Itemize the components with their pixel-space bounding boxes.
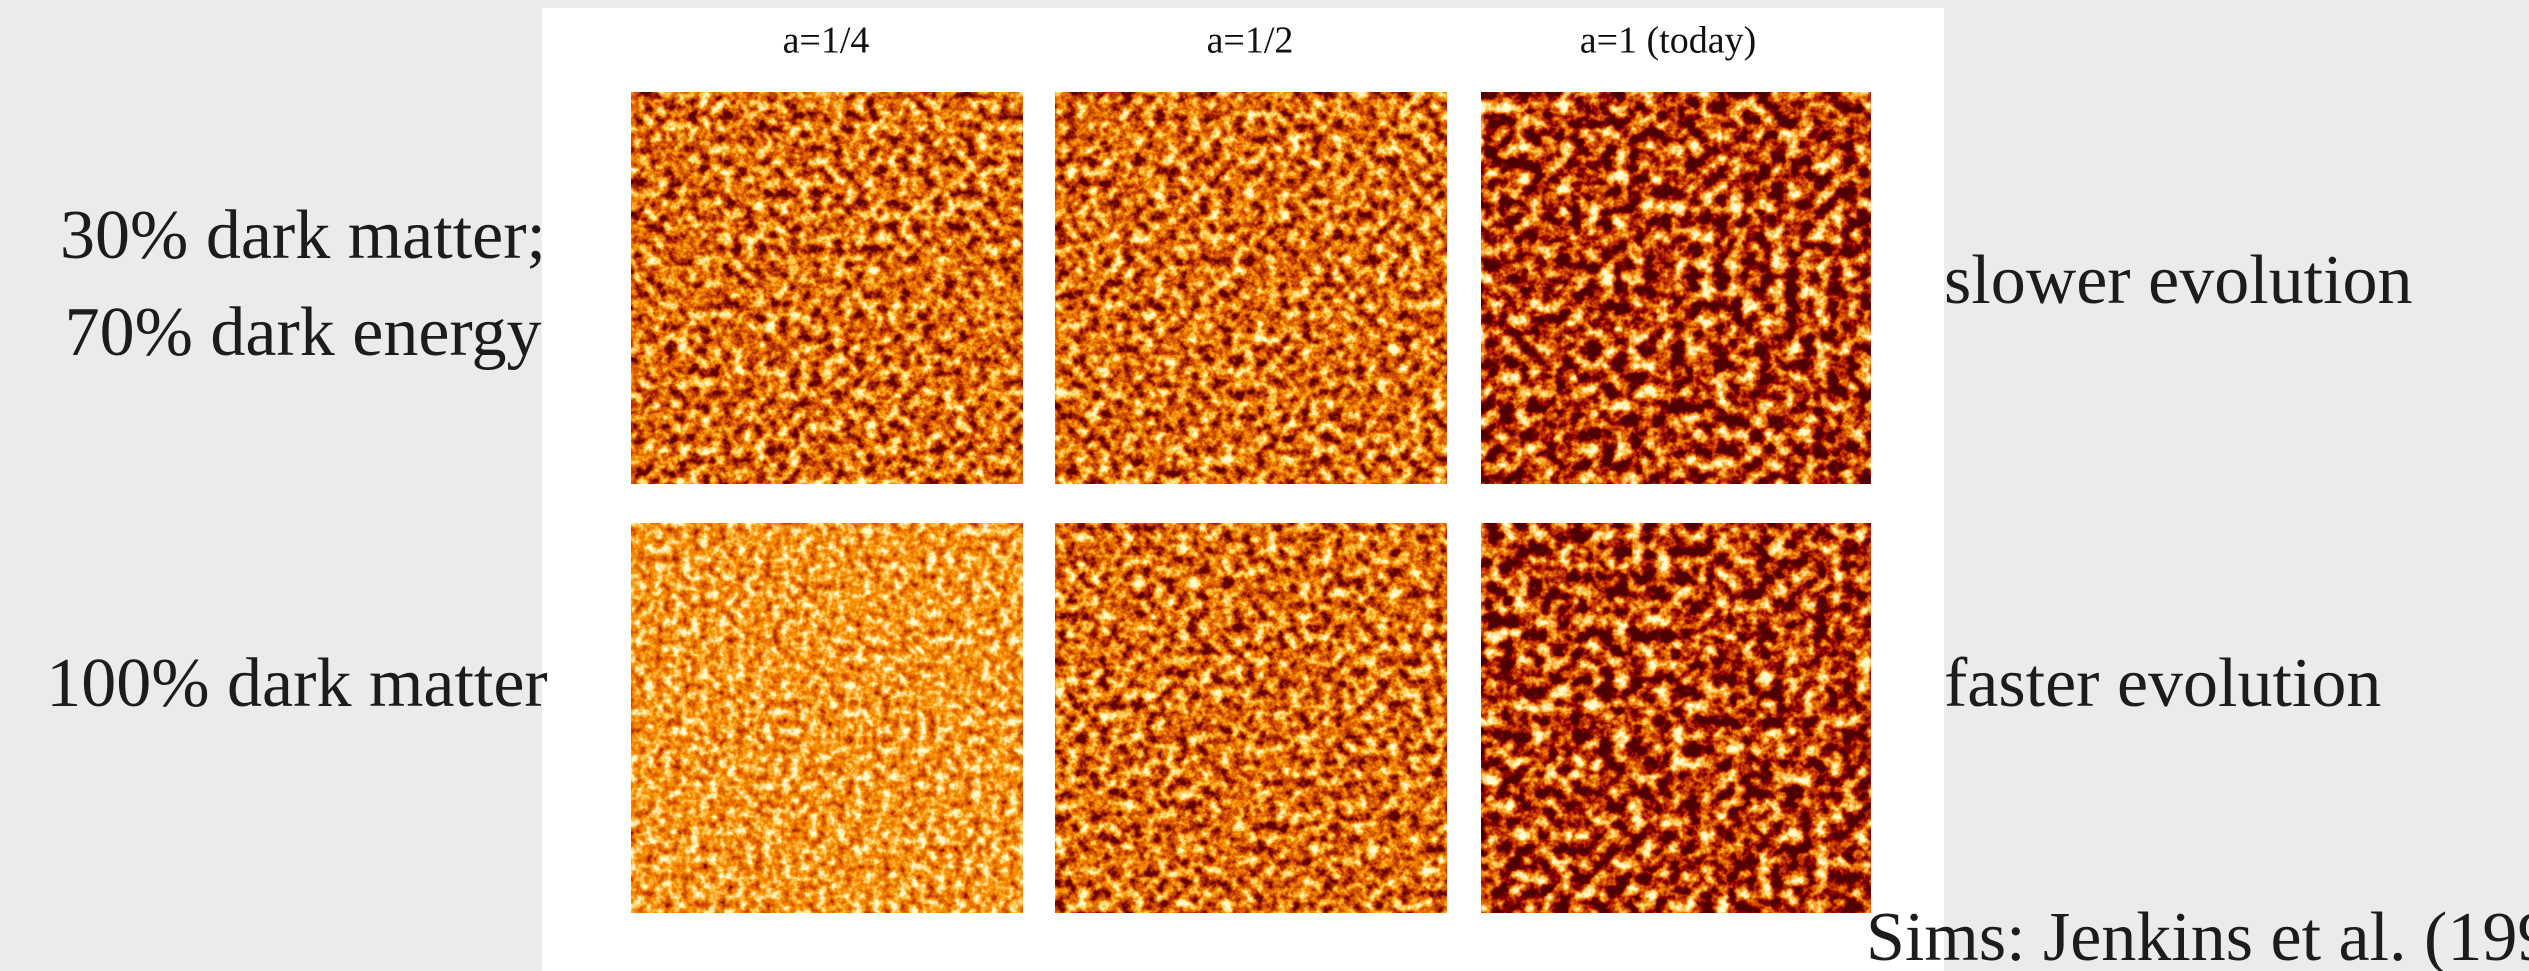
- column-header: a=1/2: [1207, 20, 1294, 62]
- row-note: slower evolution: [1944, 242, 2413, 319]
- column-header: a=1/4: [783, 20, 870, 62]
- slide: a=1/4 a=1/2 a=1 (today) 30% dark matter;…: [0, 0, 2529, 971]
- row-note: faster evolution: [1944, 645, 2381, 722]
- row-label: 70% dark energy: [65, 294, 542, 371]
- sim-image: [631, 523, 1023, 913]
- credit: Sims: Jenkins et al. (1998): [1866, 899, 2529, 971]
- slide-canvas: a=1/4 a=1/2 a=1 (today) 30% dark matter;…: [0, 0, 2529, 971]
- column-header: a=1 (today): [1580, 20, 1757, 62]
- row-label: 30% dark matter;: [60, 197, 546, 274]
- sim-image: [1481, 92, 1871, 484]
- sim-image: [1055, 92, 1447, 484]
- sim-image: [1481, 523, 1871, 913]
- row-label: 100% dark matter: [46, 645, 547, 722]
- sim-image: [631, 92, 1023, 484]
- sim-image: [1055, 523, 1447, 913]
